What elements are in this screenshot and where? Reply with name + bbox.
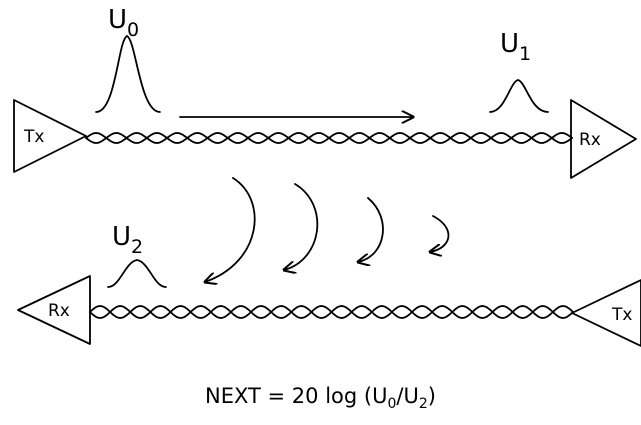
u2-label: U2 [112, 222, 143, 258]
transmitter-top-label: Tx [23, 127, 44, 147]
twisted-pair-bottom [89, 305, 574, 319]
coupling-arrow-3 [358, 197, 384, 262]
transmitter-top: Tx [13, 99, 87, 173]
twisted-pair-top-wire-b [85, 132, 573, 144]
next-formula: NEXT = 20 log (U0/U2) [205, 384, 436, 413]
receiver-bottom: Rx [17, 275, 91, 345]
crosstalk-coupling-arrows [205, 177, 450, 282]
u1-label: U1 [500, 29, 531, 65]
receiver-top: Rx [570, 99, 637, 179]
coupling-arrow-2 [284, 183, 319, 270]
pulse-u1 [489, 79, 549, 113]
twisted-pair-bottom-wire-b [89, 305, 574, 319]
receiver-top-label: Rx [579, 130, 601, 150]
coupling-arrow-1 [205, 177, 256, 282]
coupling-arrow-4 [430, 215, 450, 252]
pulse-u0 [95, 35, 161, 113]
twisted-pair-top [85, 132, 573, 144]
transmitter-bottom-label: Tx [611, 305, 632, 325]
receiver-bottom-label: Rx [48, 301, 70, 321]
u0-label: U0 [108, 5, 139, 41]
pulse-u2 [107, 259, 167, 288]
transmitter-bottom: Tx [571, 279, 641, 347]
